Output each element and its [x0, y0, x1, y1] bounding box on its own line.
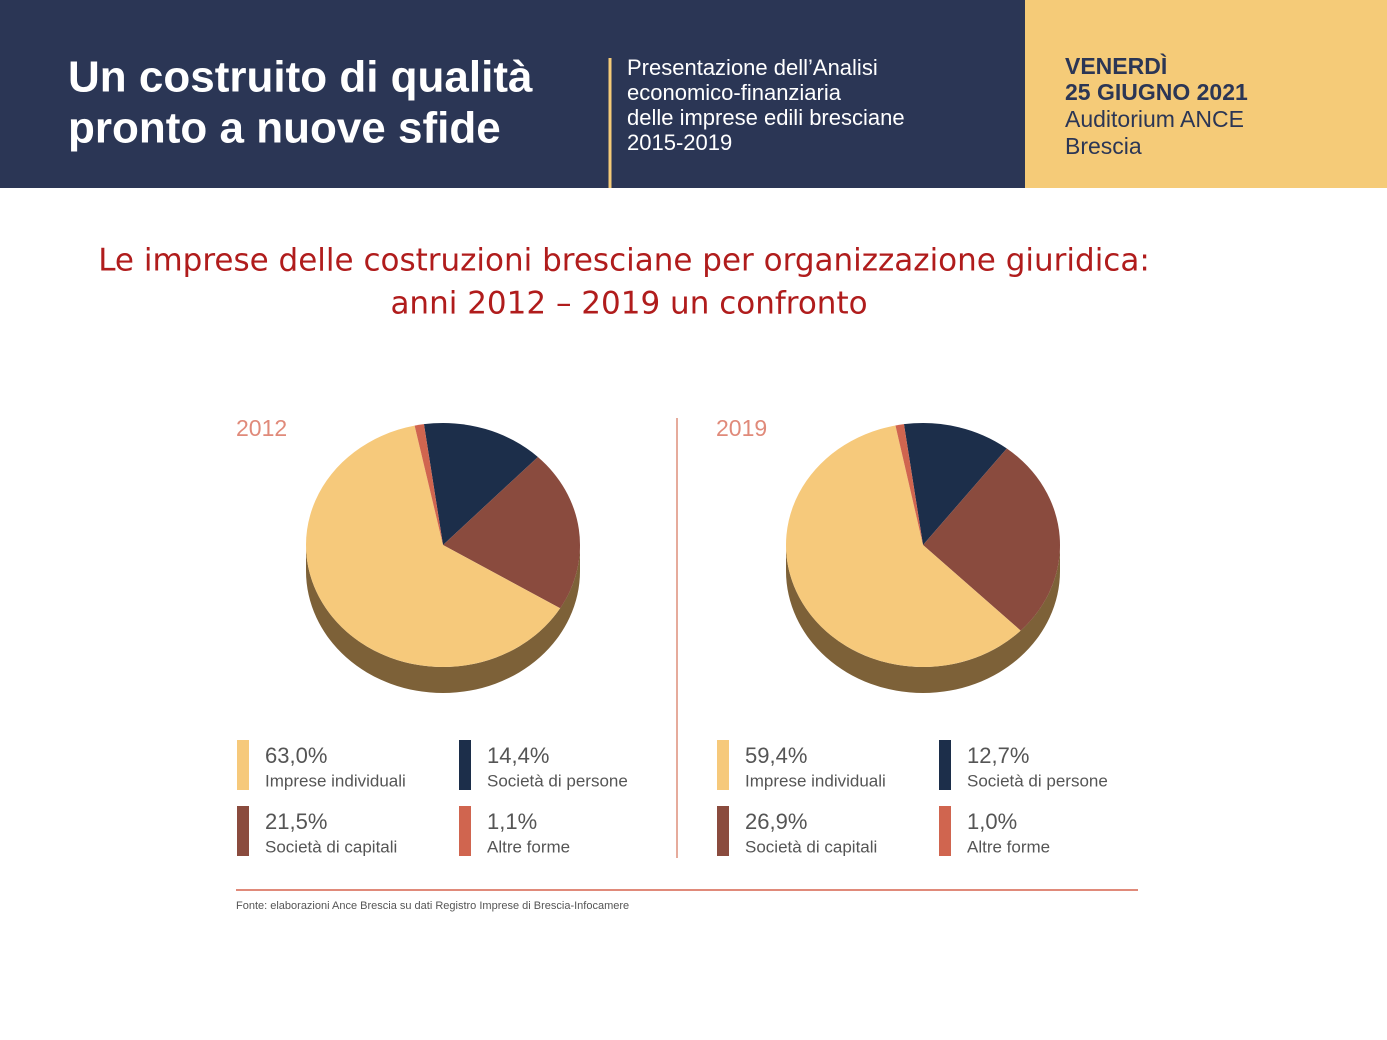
- legend-label: Società di capitali: [745, 837, 877, 856]
- legend-label: Altre forme: [487, 837, 570, 856]
- legend-swatch: [939, 740, 951, 790]
- legend-value: 12,7%: [967, 743, 1029, 768]
- header-date-band: [1025, 0, 1387, 188]
- pie-slice: [305, 425, 561, 667]
- event-date: 25 GIUGNO 2021: [1065, 79, 1248, 105]
- legend-label: Società di capitali: [265, 837, 397, 856]
- header-subtitle: 2015-2019: [627, 130, 732, 155]
- pie-slice: [443, 457, 580, 609]
- legend-value: 1,1%: [487, 809, 537, 834]
- pie-side: [306, 545, 580, 693]
- pie-slice: [923, 448, 1060, 631]
- header-title: pronto a nuove sfide: [68, 104, 501, 153]
- legend-value: 14,4%: [487, 743, 549, 768]
- legend-swatch: [717, 806, 729, 856]
- legend-label: Società di persone: [487, 771, 628, 790]
- header-title: Un costruito di qualità: [68, 53, 533, 102]
- legend-swatch: [459, 806, 471, 856]
- legend-swatch: [459, 740, 471, 790]
- pie-slice: [785, 425, 1021, 668]
- header-band: [0, 0, 1025, 188]
- chart-title: 2012: [236, 415, 287, 441]
- header-subtitle: economico-finanziaria: [627, 80, 842, 105]
- pie-slice: [414, 424, 443, 545]
- legend-value: 26,9%: [745, 809, 807, 834]
- header-subtitle: Presentazione dell’Analisi: [627, 55, 878, 80]
- legend-label: Società di persone: [967, 771, 1108, 790]
- legend-value: 1,0%: [967, 809, 1017, 834]
- legend-label: Altre forme: [967, 837, 1050, 856]
- pie-side: [786, 545, 1060, 693]
- pie-slice: [423, 422, 538, 545]
- event-city: Brescia: [1065, 133, 1142, 159]
- legend-swatch: [237, 806, 249, 856]
- legend-swatch: [717, 740, 729, 790]
- pie-slice: [903, 423, 1007, 545]
- chart-title: 2019: [716, 415, 767, 441]
- legend-value: 63,0%: [265, 743, 327, 768]
- legend-swatch: [237, 740, 249, 790]
- source-note: Fonte: elaborazioni Ance Brescia su dati…: [236, 900, 629, 912]
- event-day: VENERDÌ: [1065, 52, 1167, 79]
- slide-title: anni 2012 – 2019 un confronto: [390, 286, 867, 322]
- legend-label: Imprese individuali: [745, 771, 886, 790]
- slide-title: Le imprese delle costruzioni bresciane p…: [98, 243, 1150, 279]
- legend-value: 21,5%: [265, 809, 327, 834]
- pie-slice: [895, 424, 923, 545]
- legend-value: 59,4%: [745, 743, 807, 768]
- legend-label: Imprese individuali: [265, 771, 406, 790]
- event-venue: Auditorium ANCE: [1065, 106, 1244, 132]
- header-subtitle: delle imprese edili bresciane: [627, 105, 905, 130]
- legend-swatch: [939, 806, 951, 856]
